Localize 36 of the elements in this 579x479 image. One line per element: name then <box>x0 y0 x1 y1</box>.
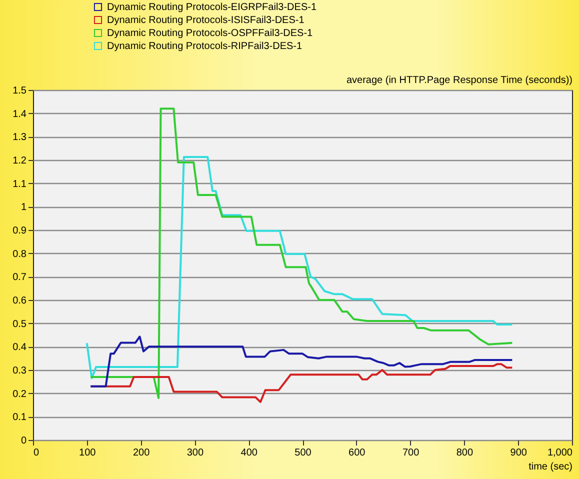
legend-label: Dynamic Routing Protocols-RIPFail3-DES-1 <box>107 41 302 52</box>
x-tick-label: 900 <box>510 448 528 458</box>
x-tick-label: 700 <box>402 448 420 458</box>
chart-title: average (in HTTP.Page Response Time (seconds)) <box>346 75 572 86</box>
legend-label: Dynamic Routing Protocols-ISISFail3-DES-1 <box>107 15 305 26</box>
y-tick-label: 0.8 <box>12 248 27 260</box>
legend-label: Dynamic Routing Protocols-EIGRPFail3-DES-1 <box>107 2 317 13</box>
x-tick-label: 600 <box>348 448 366 458</box>
y-tick-label: 0.7 <box>12 272 27 284</box>
x-tick-label: 500 <box>294 448 312 458</box>
y-tick-label: 1.2 <box>12 156 27 166</box>
y-tick-label: 0.2 <box>12 388 27 400</box>
y-tick-label: 0.9 <box>12 226 27 236</box>
y-tick-label: 0.6 <box>12 296 27 306</box>
y-tick-label: 0.1 <box>12 412 27 424</box>
line-series <box>90 336 514 388</box>
x-tick-label: 1,000 <box>547 448 573 458</box>
y-tick-label: 0.4 <box>12 342 27 354</box>
x-tick-label: 200 <box>132 448 150 458</box>
y-tick-label: 1 <box>20 202 27 214</box>
y-tick-label: 0.5 <box>12 318 27 330</box>
x-tick-label: 800 <box>456 448 474 458</box>
x-tick-label: 300 <box>186 448 204 458</box>
legend-label: Dynamic Routing Protocols-OSPFFail3-DES-1 <box>107 28 314 39</box>
x-tick-label: 100 <box>79 448 96 458</box>
line-series <box>90 108 514 399</box>
y-tick-label: 1.4 <box>12 108 27 120</box>
y-tick-label: 1.1 <box>12 178 27 190</box>
line-series <box>86 156 514 380</box>
y-tick-label: 1.5 <box>12 86 27 96</box>
y-tick-label: 0 <box>20 436 27 446</box>
y-tick-label: 1.3 <box>12 132 27 144</box>
x-tick-label: 400 <box>240 448 258 458</box>
x-tick-label: 0 <box>34 448 40 458</box>
y-tick-label: 0.3 <box>12 366 27 376</box>
x-axis-title: time (sec) <box>528 462 572 472</box>
